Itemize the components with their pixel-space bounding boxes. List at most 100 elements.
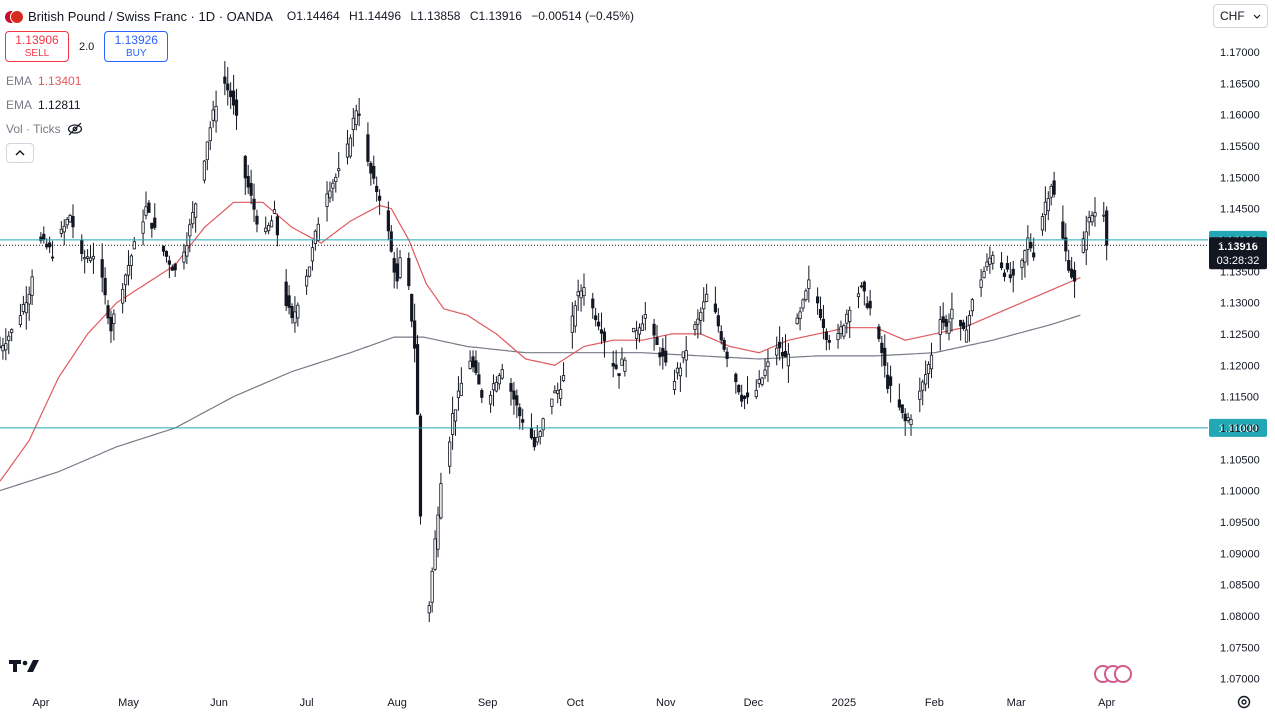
candle-body xyxy=(1046,198,1050,212)
candle-body xyxy=(868,300,872,309)
candle-body xyxy=(354,110,358,126)
candle-body xyxy=(109,317,113,332)
candle-body xyxy=(877,326,881,339)
chevron-down-icon xyxy=(1253,14,1261,19)
candle-body xyxy=(1102,214,1106,217)
tradingview-logo-icon[interactable] xyxy=(9,658,41,679)
candle-body xyxy=(573,305,577,327)
candle-body xyxy=(754,389,758,397)
candle-body xyxy=(672,381,677,390)
candle-body xyxy=(623,359,627,372)
candle-body xyxy=(246,175,250,188)
price-tick-label: 1.08500 xyxy=(1220,580,1260,592)
price-tick-label: 1.13500 xyxy=(1220,266,1260,278)
price-tick-label: 1.07000 xyxy=(1220,674,1260,686)
candle-body xyxy=(126,265,131,276)
candle-body xyxy=(725,351,729,359)
candle-body xyxy=(938,319,942,335)
candle-body xyxy=(141,221,145,234)
line-price-tag-label: 1.11000 xyxy=(1219,423,1258,435)
candle-body xyxy=(62,225,66,233)
events-flag-icon[interactable] xyxy=(1094,665,1134,685)
price-tick-label: 1.11000 xyxy=(1220,423,1259,435)
eye-off-icon[interactable] xyxy=(67,122,83,136)
candle-body xyxy=(182,251,186,263)
candle-body xyxy=(1040,216,1045,231)
candle-body xyxy=(655,336,659,345)
candle-body xyxy=(59,228,63,234)
time-tick-label: Mar xyxy=(1007,697,1026,709)
candle-body xyxy=(594,315,598,321)
candle-body xyxy=(173,263,177,271)
chevron-up-icon xyxy=(15,150,25,156)
candle-body xyxy=(7,335,11,341)
indicator-ema-fast[interactable]: EMA 1.13401 xyxy=(6,74,81,88)
candle-body xyxy=(30,276,34,296)
candle-body xyxy=(4,343,8,351)
candle-body xyxy=(529,428,534,439)
candle-body xyxy=(950,308,954,320)
time-axis[interactable]: Apr May Jun Jul Aug Sep Oct Nov Dec 2025 Feb Mar Apr xyxy=(32,697,1115,709)
candle-body xyxy=(413,320,417,349)
candle-body xyxy=(886,374,890,390)
currency-selector[interactable]: CHF xyxy=(1213,4,1268,28)
candle-body xyxy=(290,306,294,319)
candle-body xyxy=(696,318,700,325)
candle-body xyxy=(783,350,788,358)
candle-body xyxy=(929,354,934,370)
candle-body xyxy=(211,109,215,121)
candle-body xyxy=(500,369,504,379)
bar-countdown-label: 03:28:32 xyxy=(1217,255,1260,267)
ema-slow-line xyxy=(0,314,1081,492)
settings-icon[interactable] xyxy=(1236,694,1252,713)
candle-body xyxy=(433,538,437,570)
candle-body xyxy=(337,168,341,172)
current-price-tag xyxy=(1209,237,1267,270)
price-tick-label: 1.17000 xyxy=(1220,47,1260,59)
candle-body xyxy=(27,293,31,305)
candle-body xyxy=(1093,212,1097,217)
high-value: 1.14496 xyxy=(357,9,402,23)
candle-body xyxy=(313,230,317,245)
sell-button[interactable]: 1.13906 SELL xyxy=(5,31,69,62)
candle-body xyxy=(982,271,986,279)
candle-body xyxy=(862,281,866,292)
candle-body xyxy=(1084,231,1088,251)
candle-body xyxy=(1008,274,1012,279)
candle-body xyxy=(836,333,840,341)
candle-body xyxy=(1072,270,1077,282)
sell-price: 1.13906 xyxy=(15,32,59,47)
candle-body xyxy=(661,347,665,357)
indicator-volume[interactable]: Vol · Ticks xyxy=(6,122,83,136)
indicator-ema-slow[interactable]: EMA 1.12811 xyxy=(6,98,81,112)
candle-body xyxy=(418,415,423,517)
price-axis[interactable]: 1.17000 1.16500 1.16000 1.15500 1.15000 1.145… xyxy=(1220,47,1260,686)
candle-body xyxy=(597,321,601,327)
buy-price: 1.13926 xyxy=(114,32,158,47)
candle-body xyxy=(448,441,452,467)
symbol-title[interactable]: British Pound / Swiss Franc · 1D · OANDA xyxy=(28,8,273,24)
candle-body xyxy=(42,233,46,240)
candle-body xyxy=(275,216,280,236)
candle-body xyxy=(947,321,951,334)
candle-body xyxy=(553,390,557,394)
candle-body xyxy=(100,259,104,278)
sell-label: SELL xyxy=(24,47,50,59)
candle-body xyxy=(164,251,169,257)
candle-body xyxy=(883,347,887,366)
candle-body xyxy=(658,352,662,358)
candle-body xyxy=(351,117,355,131)
horizontal-lines[interactable]: 1.14000 1.11000 1.13916 03:28:32 xyxy=(0,230,1267,437)
candle-body xyxy=(824,331,828,340)
candle-body xyxy=(1061,221,1065,239)
candle-body xyxy=(743,396,747,399)
time-tick-label: Jun xyxy=(210,697,228,709)
candle-body xyxy=(664,350,668,363)
candle-body xyxy=(745,392,750,398)
collapse-legend-button[interactable] xyxy=(6,143,34,163)
buy-button[interactable]: 1.13926 BUY xyxy=(104,31,169,62)
candle-body xyxy=(459,382,463,396)
spread-value: 2.0 xyxy=(79,40,95,53)
candle-body xyxy=(1064,237,1068,252)
